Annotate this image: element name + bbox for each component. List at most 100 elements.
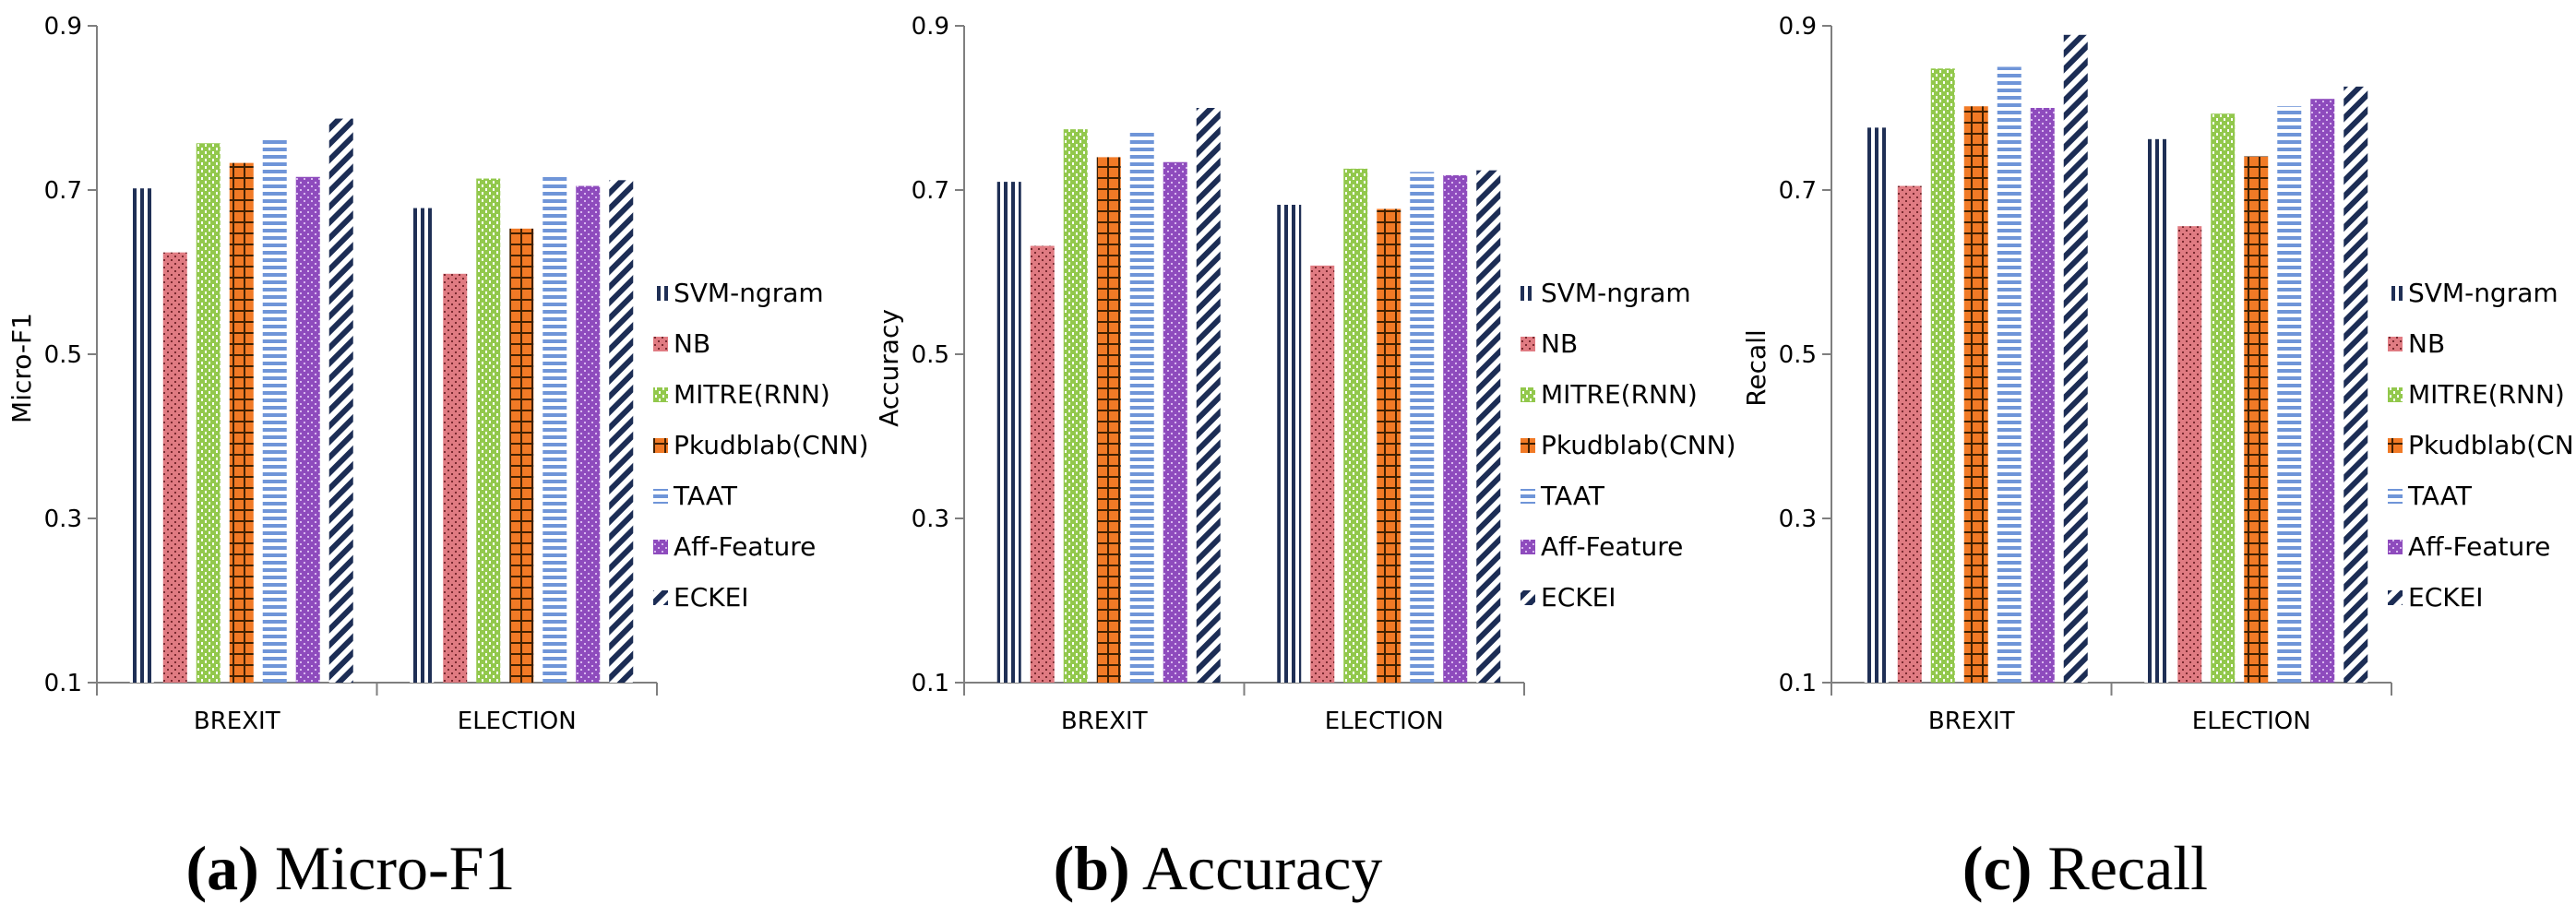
- bar-brexit-5: [1163, 161, 1187, 684]
- bar-brexit-2: [1930, 68, 1955, 683]
- bar-election-6: [609, 180, 634, 683]
- y-tick-label: 0.3: [912, 506, 949, 533]
- y-tick-label: 0.3: [44, 506, 82, 533]
- legend-swatch: [1521, 540, 1535, 554]
- bar-election-3: [509, 228, 534, 683]
- bar-election-1: [1310, 265, 1335, 683]
- legend-swatch: [653, 590, 668, 605]
- legend-label: ECKEI: [1541, 582, 1616, 613]
- legend-label: Aff-Feature: [674, 531, 816, 562]
- legend-label: SVM-ngram: [1541, 278, 1691, 308]
- legend-label: Pkudblab(CNN): [674, 430, 869, 460]
- bar-election-2: [1343, 168, 1368, 684]
- y-tick-label: 0.7: [1779, 177, 1817, 205]
- caption-c-text: Recall: [2047, 833, 2209, 903]
- legend-swatch: [1521, 590, 1535, 605]
- bar-election-6: [1476, 170, 1501, 683]
- legend-swatch: [653, 438, 668, 453]
- legend-label: ECKEI: [674, 582, 749, 613]
- legend-label: Aff-Feature: [2408, 531, 2550, 562]
- caption-a-label: (a): [185, 833, 259, 903]
- bar-election-3: [1377, 208, 1401, 684]
- legend-swatch: [653, 337, 668, 351]
- bar-brexit-2: [1063, 129, 1088, 683]
- legend-label: NB: [1541, 328, 1578, 359]
- legend-label: MITRE(RNN): [2408, 379, 2565, 410]
- chart-b: 0.1 0.3 0.5 0.7 0.9 Accuracy BREXIT ELECTION SVM…: [874, 13, 1736, 735]
- y-tick-label: 0.1: [1779, 670, 1817, 697]
- legend-swatch: [2388, 337, 2403, 351]
- bar-election-0: [410, 208, 435, 683]
- y-tick-label: 0.1: [912, 670, 949, 697]
- y-axis-label-c: Recall: [1741, 329, 1771, 407]
- x-tick-label: ELECTION: [2192, 708, 2311, 735]
- bar-brexit-0: [996, 182, 1021, 684]
- bar-election-2: [476, 178, 501, 684]
- bar-election-4: [1410, 172, 1435, 684]
- x-tick-label: ELECTION: [458, 708, 577, 735]
- legend-label: MITRE(RNN): [674, 379, 830, 410]
- bar-election-4: [543, 176, 567, 683]
- y-tick-label: 0.7: [912, 177, 949, 205]
- y-axis-label-a: Micro-F1: [6, 313, 37, 423]
- legend-swatch: [2388, 590, 2403, 605]
- bar-election-0: [2144, 138, 2169, 683]
- y-tick-label: 0.9: [912, 13, 949, 41]
- y-tick-label: 0.7: [44, 177, 82, 205]
- y-tick-label: 0.9: [44, 13, 82, 41]
- legend-b: SVM-ngram NB MITRE(RNN) Pkudblab(CNN) TAAT Af…: [1521, 278, 1736, 613]
- bar-brexit-4: [1997, 66, 2021, 683]
- x-tick-label: ELECTION: [1325, 708, 1444, 735]
- legend-swatch: [1521, 286, 1535, 301]
- chart-c: 0.1 0.3 0.5 0.7 0.9 Recall BREXIT ELECTION SVM-n…: [1741, 13, 2576, 735]
- bar-election-2: [2211, 113, 2236, 684]
- bar-election-0: [1277, 205, 1302, 683]
- caption-b-label: (b): [1053, 833, 1130, 903]
- legend-label: TAAT: [1540, 481, 1605, 511]
- y-tick-label: 0.3: [1779, 506, 1817, 533]
- legend-swatch: [2388, 540, 2403, 554]
- y-tick-label: 0.5: [1779, 341, 1817, 369]
- legend-c: SVM-ngram NB MITRE(RNN) Pkudblab(CNN) TAAT Af…: [2388, 278, 2576, 613]
- chart-a: 0.1 0.3 0.5 0.7 0.9 Micro-F1 BREXIT ELECTION SVM…: [6, 13, 869, 735]
- legend-swatch: [1521, 337, 1535, 351]
- caption-c: (c) Recall: [1735, 832, 2436, 905]
- legend-swatch: [653, 540, 668, 554]
- legend-swatch: [1521, 489, 1535, 504]
- bar-brexit-6: [2063, 34, 2088, 684]
- legend-label: MITRE(RNN): [1541, 379, 1698, 410]
- bar-brexit-1: [1030, 245, 1055, 683]
- legend-swatch: [2388, 438, 2403, 453]
- x-tick-label: BREXIT: [1061, 708, 1148, 735]
- y-tick-label: 0.5: [44, 341, 82, 369]
- bar-brexit-6: [1196, 108, 1221, 683]
- bar-brexit-1: [162, 252, 187, 683]
- y-tick-label: 0.9: [1779, 13, 1817, 41]
- legend-label: TAAT: [673, 481, 738, 511]
- bar-brexit-0: [129, 188, 154, 684]
- legend-label: SVM-ngram: [674, 278, 824, 308]
- bar-election-5: [1443, 174, 1468, 684]
- bar-brexit-3: [229, 162, 254, 683]
- caption-b: (b) Accuracy: [867, 832, 1568, 905]
- bar-brexit-0: [1864, 127, 1889, 684]
- legend-swatch: [1521, 387, 1535, 402]
- legend-label: SVM-ngram: [2408, 278, 2558, 308]
- caption-b-text: Accuracy: [1141, 833, 1383, 903]
- y-tick-label: 0.5: [912, 341, 949, 369]
- legend-swatch: [653, 387, 668, 402]
- bar-brexit-4: [262, 137, 287, 683]
- x-tick-label: BREXIT: [194, 708, 280, 735]
- legend-swatch: [653, 286, 668, 301]
- y-tick-label: 0.1: [44, 670, 82, 697]
- bar-election-1: [2177, 226, 2202, 683]
- legend-label: TAAT: [2407, 481, 2473, 511]
- x-tick-label: BREXIT: [1928, 708, 2015, 735]
- bar-brexit-4: [1129, 131, 1154, 683]
- legend-label: NB: [2408, 328, 2445, 359]
- legend-label: Aff-Feature: [1541, 531, 1683, 562]
- bar-brexit-6: [328, 118, 353, 683]
- bar-election-5: [576, 185, 601, 684]
- bar-election-6: [2343, 86, 2368, 684]
